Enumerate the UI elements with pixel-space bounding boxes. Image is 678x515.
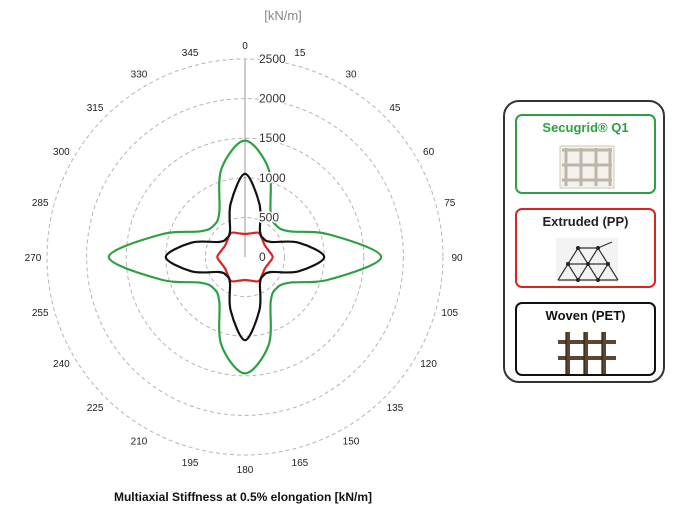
chart-title: Multiaxial Stiffness at 0.5% elongation … [113, 490, 373, 504]
angle-tick-label: 60 [423, 147, 435, 158]
legend-item-secugrid: Secugrid® Q1 [515, 114, 656, 194]
angle-tick-label: 270 [25, 253, 42, 264]
radial-tick-label: 0 [259, 250, 266, 264]
angle-tick-label: 210 [131, 437, 148, 448]
radial-tick-label: 2000 [259, 92, 286, 106]
grid-woven-icon [558, 332, 616, 374]
angle-tick-label: 285 [32, 198, 49, 209]
angle-tick-label: 300 [53, 147, 70, 158]
angle-tick-label: 195 [182, 458, 199, 469]
legend: Secugrid® Q1 Extruded (PP) [503, 100, 665, 383]
legend-label-extruded: Extruded (PP) [542, 214, 629, 229]
angle-tick-label: 120 [420, 359, 437, 370]
series-line-2 [164, 172, 326, 342]
angle-tick-label: 180 [237, 465, 254, 476]
grid-circle [86, 98, 404, 416]
series-lines [107, 139, 383, 375]
grid-triangle-icon [556, 238, 619, 282]
radial-unit-label: [kN/m] [264, 8, 302, 23]
radial-tick-label: 2500 [259, 52, 286, 66]
series-line-1 [216, 231, 274, 283]
radial-tick-label: 1000 [259, 171, 286, 185]
angle-tick-label: 75 [444, 198, 456, 209]
angle-tick-label: 330 [131, 69, 148, 80]
radial-tick-label: 1500 [259, 131, 286, 145]
angle-tick-label: 225 [87, 403, 104, 414]
angle-tick-label: 135 [387, 403, 404, 414]
grid-square-icon [559, 145, 615, 189]
angle-tick-label: 150 [343, 437, 360, 448]
angle-tick-label: 345 [182, 48, 199, 59]
series-line-0 [107, 139, 383, 375]
angle-tick-label: 0 [242, 41, 248, 52]
radial-tick-label: 500 [259, 210, 279, 224]
angle-tick-label: 240 [53, 359, 70, 370]
grid-circle [204, 216, 286, 298]
polar-grid [46, 58, 444, 456]
legend-label-secugrid: Secugrid® Q1 [542, 120, 629, 135]
angle-tick-label: 45 [389, 103, 401, 114]
angle-tick-label: 30 [345, 69, 357, 80]
legend-item-extruded: Extruded (PP) [515, 208, 656, 288]
angle-tick-label: 90 [451, 253, 463, 264]
polar-labels: 0 500 1000 1500 2000 2500 [kN/m] 0 15 30 45 60 75 90 1… [25, 8, 463, 476]
legend-label-woven: Woven (PET) [545, 308, 626, 323]
angle-tick-label: 255 [32, 308, 49, 319]
angle-tick-label: 315 [87, 103, 104, 114]
angle-tick-label: 15 [294, 48, 306, 59]
grid-circle [125, 137, 365, 377]
legend-item-woven: Woven (PET) [515, 302, 656, 376]
angle-tick-label: 165 [292, 458, 309, 469]
angle-tick-label: 105 [441, 308, 458, 319]
